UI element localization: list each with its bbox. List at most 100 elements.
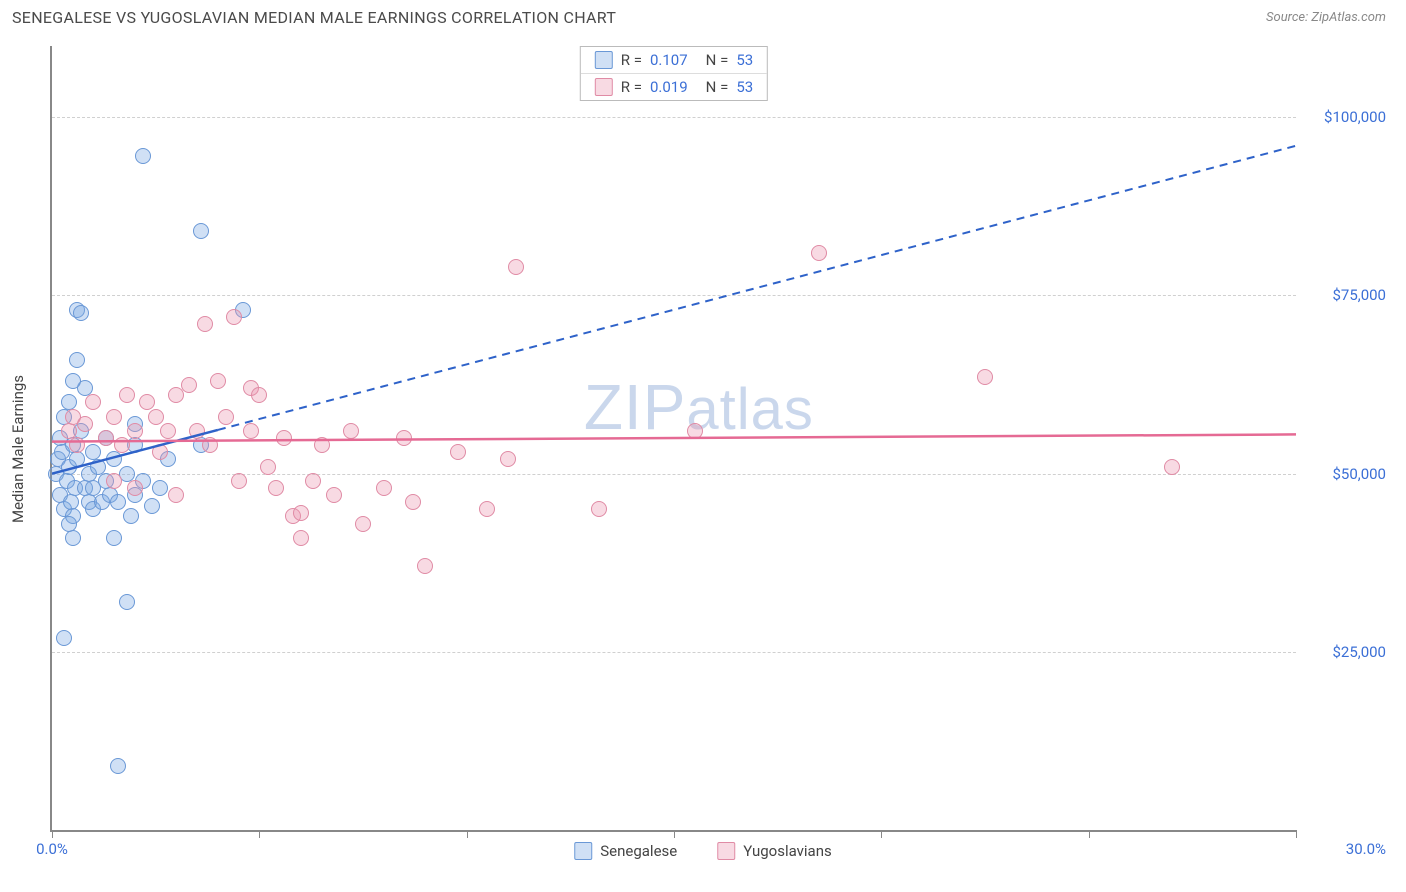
data-point xyxy=(119,387,135,403)
y-tick-label: $100,000 xyxy=(1306,108,1386,126)
x-tick xyxy=(881,830,882,838)
x-tick xyxy=(467,830,468,838)
legend-swatch-icon xyxy=(595,51,613,69)
data-point xyxy=(197,316,213,332)
correlation-legend: R = 0.107 N = 53 R = 0.019 N = 53 xyxy=(580,46,768,101)
legend-swatch-icon xyxy=(595,78,613,96)
y-tick-label: $25,000 xyxy=(1306,643,1386,661)
legend-row: R = 0.019 N = 53 xyxy=(581,73,767,100)
data-point xyxy=(181,377,197,393)
data-point xyxy=(293,505,309,521)
data-point xyxy=(210,373,226,389)
data-point xyxy=(243,423,259,439)
data-point xyxy=(148,409,164,425)
data-point xyxy=(591,501,607,517)
gridline xyxy=(52,652,1296,653)
x-tick xyxy=(674,830,675,838)
x-tick xyxy=(1089,830,1090,838)
data-point xyxy=(396,430,412,446)
data-point xyxy=(450,444,466,460)
r-value: 0.107 xyxy=(650,51,688,69)
data-point xyxy=(65,373,81,389)
data-point xyxy=(69,451,85,467)
legend-item: Yugoslavians xyxy=(717,842,832,860)
data-point xyxy=(168,487,184,503)
r-label: R = xyxy=(621,78,642,96)
data-point xyxy=(687,423,703,439)
x-tick-label: 0.0% xyxy=(36,840,68,858)
source-label: Source: ZipAtlas.com xyxy=(1266,10,1386,25)
data-point xyxy=(977,369,993,385)
data-point xyxy=(65,530,81,546)
data-point xyxy=(226,309,242,325)
n-label: N = xyxy=(706,51,729,69)
data-point xyxy=(110,758,126,774)
data-point xyxy=(231,473,247,489)
data-point xyxy=(61,516,77,532)
data-point xyxy=(326,487,342,503)
n-value: 53 xyxy=(736,51,753,69)
data-point xyxy=(119,594,135,610)
gridline xyxy=(52,295,1296,296)
r-label: R = xyxy=(621,51,642,69)
legend-swatch-icon xyxy=(574,842,592,860)
data-point xyxy=(202,437,218,453)
legend-swatch-icon xyxy=(717,842,735,860)
data-point xyxy=(135,148,151,164)
data-point xyxy=(69,352,85,368)
n-value: 53 xyxy=(736,78,753,96)
data-point xyxy=(508,259,524,275)
data-point xyxy=(193,223,209,239)
data-point xyxy=(417,558,433,574)
data-point xyxy=(811,245,827,261)
y-tick-label: $75,000 xyxy=(1306,286,1386,304)
data-point xyxy=(314,437,330,453)
legend-label: Senegalese xyxy=(600,842,677,860)
data-point xyxy=(85,394,101,410)
x-tick-label: 30.0% xyxy=(1306,840,1386,858)
data-point xyxy=(106,451,122,467)
legend-item: Senegalese xyxy=(574,842,677,860)
legend-row: R = 0.107 N = 53 xyxy=(581,47,767,73)
gridline xyxy=(52,117,1296,118)
data-point xyxy=(123,508,139,524)
data-point xyxy=(106,530,122,546)
data-point xyxy=(114,437,130,453)
data-point xyxy=(260,459,276,475)
x-tick xyxy=(52,830,53,838)
data-point xyxy=(405,494,421,510)
data-point xyxy=(73,305,89,321)
n-label: N = xyxy=(706,78,729,96)
data-point xyxy=(127,423,143,439)
data-point xyxy=(110,494,126,510)
data-point xyxy=(500,451,516,467)
data-point xyxy=(106,473,122,489)
data-point xyxy=(106,409,122,425)
r-value: 0.019 xyxy=(650,78,688,96)
data-point xyxy=(305,473,321,489)
plot-area: ZIPatlas R = 0.107 N = 53 R = 0.019 N = … xyxy=(50,46,1296,832)
series-legend: Senegalese Yugoslavians xyxy=(574,842,832,860)
data-point xyxy=(376,480,392,496)
data-point xyxy=(1164,459,1180,475)
data-point xyxy=(144,498,160,514)
data-point xyxy=(355,516,371,532)
data-point xyxy=(152,444,168,460)
data-point xyxy=(69,437,85,453)
chart-container: Median Male Earnings ZIPatlas R = 0.107 … xyxy=(10,36,1396,862)
y-axis-label: Median Male Earnings xyxy=(9,375,27,523)
data-point xyxy=(127,480,143,496)
data-point xyxy=(268,480,284,496)
data-point xyxy=(276,430,292,446)
data-point xyxy=(479,501,495,517)
data-point xyxy=(98,430,114,446)
data-point xyxy=(152,480,168,496)
x-tick xyxy=(1296,830,1297,838)
x-tick xyxy=(259,830,260,838)
chart-title: SENEGALESE VS YUGOSLAVIAN MEDIAN MALE EA… xyxy=(12,8,616,27)
y-tick-label: $50,000 xyxy=(1306,465,1386,483)
data-point xyxy=(56,630,72,646)
data-point xyxy=(293,530,309,546)
data-point xyxy=(343,423,359,439)
data-point xyxy=(160,423,176,439)
